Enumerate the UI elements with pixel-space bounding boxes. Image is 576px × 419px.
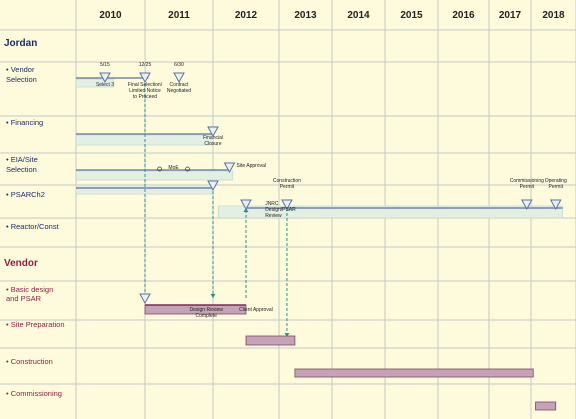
- end-label: Complete: [195, 313, 217, 319]
- year-tick-label: 2015: [400, 10, 423, 21]
- row-label: • Financing: [6, 118, 43, 127]
- milestone-label-above: Operating: [545, 178, 567, 184]
- row-label: • PSARCh2: [6, 190, 45, 199]
- milestone-marker: [207, 180, 219, 192]
- dependency-arrowhead: [284, 333, 290, 337]
- milestone-label-above: Permit: [549, 184, 564, 190]
- review-note-label: Design/PSAR: [265, 207, 296, 213]
- milestone-marker: [549, 199, 562, 211]
- year-tick-label: 2018: [542, 10, 565, 21]
- row-label: • Commissioning: [6, 389, 62, 398]
- moe-marker: [185, 166, 190, 172]
- year-tick-label: 2011: [168, 10, 190, 21]
- milestone-marker: [173, 72, 185, 84]
- row-label: • Site Preparation: [6, 320, 65, 329]
- row-label: • EIA/Site: [6, 155, 38, 164]
- year-tick-label: 2013: [294, 10, 317, 21]
- milestone-label-below: Final Selection/: [128, 82, 163, 88]
- milestone-label-below: Contract: [170, 82, 190, 88]
- section-label: Jordan: [4, 38, 37, 49]
- task-bar: [245, 335, 296, 346]
- section-label: Vendor: [4, 258, 38, 269]
- milestone-marker: [281, 199, 293, 211]
- row-label: • Reactor/Const: [6, 222, 60, 231]
- row-label: and PSAR: [6, 294, 42, 303]
- milestone-marker: [207, 126, 219, 138]
- year-tick-label: 2016: [452, 10, 475, 21]
- milestone-label-below: Limited Notice: [129, 88, 161, 94]
- milestone-label-below: Select 3: [96, 82, 114, 88]
- moe-label: MoE: [168, 165, 179, 171]
- task-bar: [75, 78, 115, 88]
- review-note-label: Review: [265, 213, 282, 219]
- milestone-label-below: to Proceed: [133, 94, 157, 100]
- row-label: • Basic design: [6, 285, 53, 294]
- milestone-label-right: Site Approval: [237, 163, 266, 169]
- milestone-label-above: 6/30: [174, 62, 184, 68]
- milestone-label-above: 5/15: [100, 62, 110, 68]
- task-bar: [294, 368, 534, 378]
- moe-marker: [157, 166, 162, 172]
- end-label: Design Review: [190, 307, 224, 313]
- milestone-marker: [139, 72, 151, 84]
- task-bar: [75, 170, 234, 181]
- milestone-marker: [139, 293, 151, 305]
- labels-layer: 2010 2011 2012 2013 2014 2015 2016 2017 2018 Jord…: [4, 10, 567, 398]
- row-label: Selection: [6, 165, 37, 174]
- row-label: • Construction: [6, 357, 53, 366]
- year-tick-label: 2014: [347, 10, 370, 21]
- review-note-label: JNRC: [265, 201, 279, 207]
- milestone-label-above: Construction: [273, 178, 301, 184]
- year-tick-label: 2010: [99, 10, 122, 21]
- milestone-label-above: Commissioning: [510, 178, 544, 184]
- dependency-arrowhead: [210, 294, 216, 298]
- milestone-label-above: Permit: [520, 184, 535, 190]
- milestones-layer: [99, 72, 562, 305]
- milestone-label-below: Financial: [203, 135, 223, 141]
- task-bar: [535, 401, 557, 411]
- end-label: Client Approval: [239, 307, 273, 313]
- year-tick-label: 2017: [499, 10, 522, 21]
- row-label: Selection: [6, 75, 37, 84]
- milestone-marker: [223, 162, 236, 174]
- milestone-marker: [240, 199, 252, 211]
- milestone-label-below: Closure: [204, 141, 221, 147]
- milestone-label-above: Permit: [280, 184, 295, 190]
- row-label: • Vendor: [6, 65, 35, 74]
- milestone-label-above: 12/25: [139, 62, 152, 68]
- year-tick-label: 2012: [235, 10, 258, 21]
- task-bar: [217, 205, 563, 219]
- milestone-marker: [99, 72, 111, 84]
- milestone-marker: [520, 199, 533, 211]
- milestone-label-below: Negotiated: [167, 88, 191, 94]
